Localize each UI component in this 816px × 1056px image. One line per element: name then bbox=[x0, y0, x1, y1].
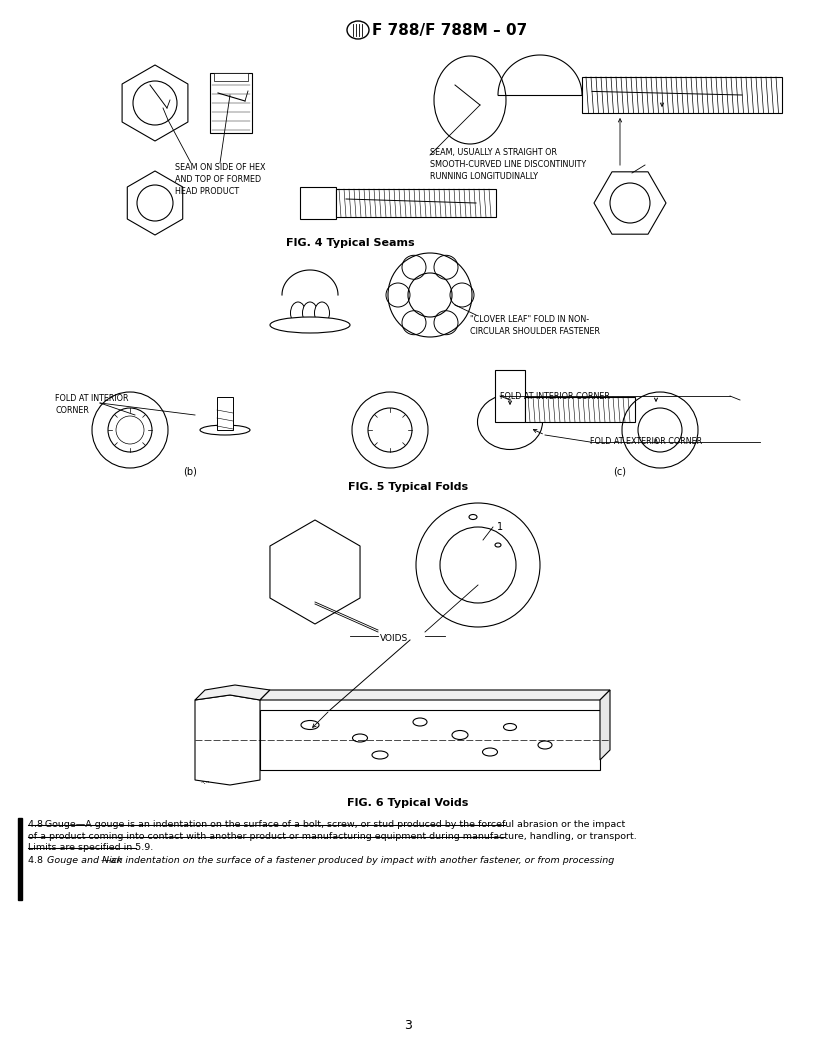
Polygon shape bbox=[195, 695, 260, 785]
Text: 4.8 Gouge—A gouge is an indentation on the surface of a bolt, screw, or stud pro: 4.8 Gouge—A gouge is an indentation on t… bbox=[28, 821, 625, 829]
Bar bbox=[18, 818, 22, 900]
Text: of a product coming into contact with another product or manufacturing equipment: of a product coming into contact with an… bbox=[28, 832, 636, 841]
Text: "CLOVER LEAF" FOLD IN NON-
CIRCULAR SHOULDER FASTENER: "CLOVER LEAF" FOLD IN NON- CIRCULAR SHOU… bbox=[470, 315, 600, 336]
Ellipse shape bbox=[290, 302, 305, 324]
Ellipse shape bbox=[538, 741, 552, 749]
Ellipse shape bbox=[353, 734, 367, 742]
Text: VOIDS: VOIDS bbox=[380, 634, 408, 643]
Polygon shape bbox=[600, 690, 610, 760]
Ellipse shape bbox=[477, 395, 543, 450]
Ellipse shape bbox=[503, 723, 517, 731]
Ellipse shape bbox=[434, 56, 506, 144]
Ellipse shape bbox=[317, 559, 329, 566]
Ellipse shape bbox=[305, 581, 315, 587]
Ellipse shape bbox=[469, 514, 477, 520]
Ellipse shape bbox=[452, 731, 468, 739]
Bar bbox=[525, 397, 635, 422]
Text: 1: 1 bbox=[497, 522, 503, 532]
Ellipse shape bbox=[482, 748, 498, 756]
Text: FIG. 5 Typical Folds: FIG. 5 Typical Folds bbox=[348, 482, 468, 492]
Ellipse shape bbox=[413, 718, 427, 727]
Text: 4.8: 4.8 bbox=[28, 856, 49, 865]
Text: (b): (b) bbox=[183, 466, 197, 476]
Text: SEAM ON SIDE OF HEX
AND TOP OF FORMED
HEAD PRODUCT: SEAM ON SIDE OF HEX AND TOP OF FORMED HE… bbox=[175, 163, 265, 195]
Text: —an indentation on the surface of a fastener produced by impact with another fas: —an indentation on the surface of a fast… bbox=[101, 856, 614, 865]
Text: (c): (c) bbox=[614, 466, 627, 476]
Text: FOLD AT EXTERIOR CORNER: FOLD AT EXTERIOR CORNER bbox=[590, 437, 702, 446]
Bar bbox=[495, 370, 525, 422]
Polygon shape bbox=[270, 520, 360, 624]
Text: FOLD AT INTERIOR CORNER: FOLD AT INTERIOR CORNER bbox=[500, 392, 610, 401]
Bar bbox=[582, 77, 782, 113]
Bar bbox=[214, 73, 248, 81]
Text: FIG. 4 Typical Seams: FIG. 4 Typical Seams bbox=[286, 238, 415, 248]
Ellipse shape bbox=[281, 533, 349, 611]
Ellipse shape bbox=[372, 751, 388, 759]
Bar bbox=[300, 187, 336, 219]
Polygon shape bbox=[122, 65, 188, 142]
Bar bbox=[210, 73, 252, 133]
Polygon shape bbox=[594, 172, 666, 234]
Text: SEAM, USUALLY A STRAIGHT OR
SMOOTH-CURVED LINE DISCONTINUITY
RUNNING LONGITUDINA: SEAM, USUALLY A STRAIGHT OR SMOOTH-CURVE… bbox=[430, 148, 586, 181]
Bar bbox=[217, 397, 233, 430]
Ellipse shape bbox=[301, 720, 319, 730]
Ellipse shape bbox=[314, 302, 330, 324]
Ellipse shape bbox=[303, 302, 317, 324]
Polygon shape bbox=[260, 690, 610, 700]
Polygon shape bbox=[195, 685, 270, 700]
Ellipse shape bbox=[495, 543, 501, 547]
Ellipse shape bbox=[347, 21, 369, 39]
Bar bbox=[336, 189, 496, 216]
Text: Gouge and Nick: Gouge and Nick bbox=[47, 856, 122, 865]
Text: Limits are specified in 5.9.: Limits are specified in 5.9. bbox=[28, 843, 153, 852]
Text: 3: 3 bbox=[404, 1019, 412, 1032]
Text: F 788/F 788M – 07: F 788/F 788M – 07 bbox=[372, 22, 527, 38]
Text: “·”: “·” bbox=[200, 780, 210, 786]
Ellipse shape bbox=[270, 317, 350, 333]
Text: FIG. 6 Typical Voids: FIG. 6 Typical Voids bbox=[348, 798, 468, 808]
Ellipse shape bbox=[300, 550, 314, 558]
Polygon shape bbox=[127, 171, 183, 235]
Polygon shape bbox=[260, 710, 600, 770]
Ellipse shape bbox=[200, 425, 250, 435]
Text: FOLD AT INTERIOR
CORNER: FOLD AT INTERIOR CORNER bbox=[55, 394, 128, 415]
